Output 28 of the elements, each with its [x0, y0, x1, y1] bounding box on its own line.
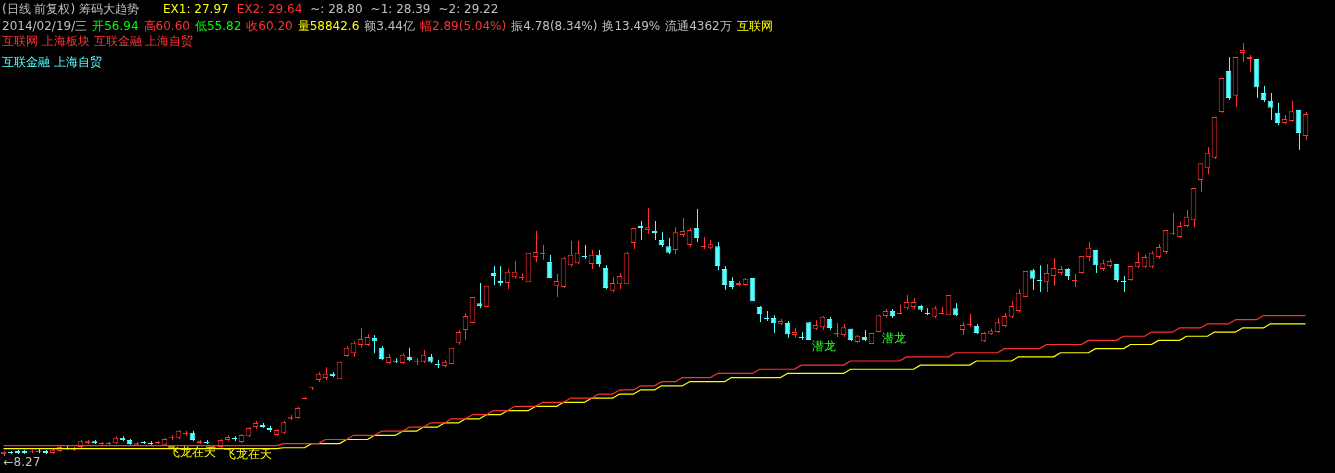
annotation: 潜龙 [881, 331, 906, 346]
text: 幅2.89(5.04%) [420, 19, 507, 33]
text: 低55.82 [194, 19, 242, 33]
text: 振4.78(8.34%) [511, 19, 598, 33]
annotation: 互联金融 上海自贸 [2, 55, 102, 69]
text: 2014/02/19/三 [2, 19, 88, 33]
text: 互联网 [736, 19, 773, 33]
text: EX1: 27.97 [163, 2, 229, 16]
text: 换13.49% [602, 19, 661, 33]
candlestick [490, 265, 497, 286]
text: ~2: 29.22 [438, 2, 499, 16]
annotation: 互联网 上海板块 互联金融 上海自贸 [2, 34, 194, 48]
text: ~: 28.80 [310, 2, 363, 16]
text: 量58842.6 [297, 19, 360, 33]
text: 流通4362万 [665, 19, 732, 33]
chart-title: (日线 前复权) 筹码大趋势 [2, 2, 139, 16]
candlestick [1239, 42, 1246, 63]
text: 开56.94 [92, 19, 139, 33]
annotation: 飞龙在天 [223, 447, 272, 462]
text: 高60.60 [143, 19, 190, 33]
text: ~1: 28.39 [370, 2, 431, 16]
candlestick [644, 207, 651, 235]
annotation: ←8.27 [3, 455, 41, 470]
text: EX2: 29.64 [236, 2, 303, 16]
candlestick [476, 282, 483, 309]
text: 收60.20 [246, 19, 293, 33]
text: 额3.44亿 [364, 19, 415, 33]
annotation: 潜龙 [811, 339, 836, 354]
